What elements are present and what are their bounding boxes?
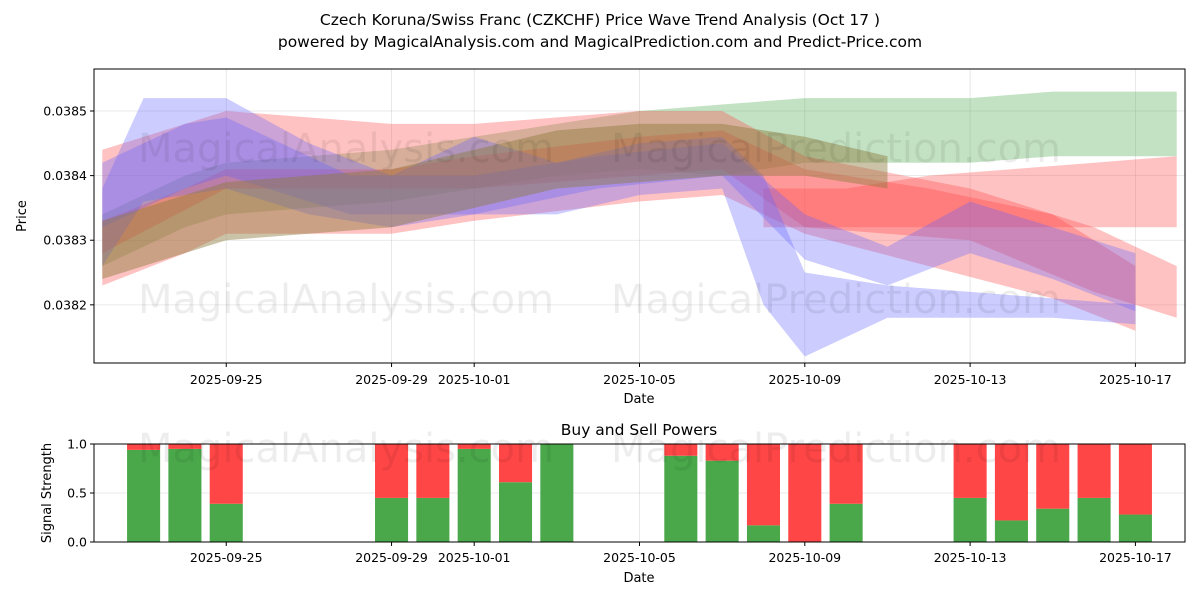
y-tick-label: 1.0 [67,437,87,452]
buy-bar [1077,497,1111,542]
y-tick-label: 0.0384 [43,168,87,183]
buy-bar [705,460,739,542]
watermark: MagicalAnalysis.com [138,426,554,472]
buy-bar [127,449,161,542]
signal-watermarks: MagicalAnalysis.com MagicalPrediction.co… [138,426,1061,472]
signal-x-axis: 2025-09-25 2025-09-29 2025-10-01 2025-10-05… [190,542,1172,565]
chart-subtitle: powered by MagicalAnalysis.com and Magic… [278,33,922,51]
chart-title: Czech Koruna/Swiss Franc (CZKCHF) Price … [320,11,880,29]
sell-bar [498,444,533,483]
signal-y-axis: 0.0 0.5 1.0 [67,437,94,550]
buy-bar [457,448,491,542]
price-chart: MagicalAnalysis.com MagicalPrediction.co… [15,68,1186,407]
signal-bars [127,444,1152,542]
buy-bar [416,497,450,542]
price-x-label: Date [623,392,654,407]
wave-band-red [763,156,1177,228]
wave-band-green [102,91,1177,267]
watermark: MagicalPrediction.com [611,426,1061,472]
buy-bar [829,503,863,542]
buy-bar [953,497,987,542]
wave-band-olive [102,123,888,280]
wave-band-red [102,111,1177,318]
buy-bar [746,525,781,542]
sell-bar [994,444,1028,521]
signal-chart: Buy and Sell Powers MagicalAnalysis.com … [40,421,1186,586]
sell-bar [127,444,161,450]
wave-bands [102,91,1177,357]
buy-bar [540,444,574,542]
watermark: MagicalAnalysis.com [138,277,554,323]
buy-bar [498,482,533,542]
price-grid [94,69,1185,363]
signal-title: Buy and Sell Powers [561,421,718,439]
x-tick-label: 2025-09-25 [190,550,263,565]
buy-bar [1118,514,1152,542]
sell-bar [168,444,202,449]
y-tick-label: 0.0385 [43,104,87,119]
sell-bar [416,444,450,498]
buy-bar [664,455,698,542]
sell-bar [788,444,822,542]
x-tick-label: 2025-10-09 [768,372,841,387]
buy-bar [375,497,409,542]
wave-band-blue [102,98,1136,357]
watermark: MagicalPrediction.com [611,277,1061,323]
x-tick-label: 2025-10-13 [934,372,1007,387]
sell-bar [746,444,781,526]
x-tick-label: 2025-09-29 [355,372,428,387]
wave-band-red [102,130,1136,331]
buy-bar [209,503,243,542]
sell-bar [375,444,409,498]
price-x-axis: 2025-09-25 2025-09-29 2025-10-01 2025-10-05… [190,363,1172,387]
buy-bar [168,448,202,542]
y-tick-label: 0.0 [67,535,87,550]
sell-bar [457,444,491,449]
watermark: MagicalPrediction.com [611,126,1061,172]
watermark: MagicalAnalysis.com [138,126,554,172]
sell-bar [829,444,863,504]
sell-bar [209,444,243,504]
sell-bar [953,444,987,498]
sell-bar [1036,444,1070,509]
buy-bar [994,520,1028,542]
wave-band-blue [102,117,1136,312]
x-tick-label: 2025-09-29 [355,550,428,565]
x-tick-label: 2025-10-01 [438,372,511,387]
buy-bar [1036,508,1070,542]
price-y-label: Price [15,200,30,232]
price-watermarks: MagicalAnalysis.com MagicalPrediction.co… [138,126,1061,323]
signal-x-label: Date [623,571,654,586]
x-tick-label: 2025-10-13 [934,550,1007,565]
x-tick-label: 2025-10-01 [438,550,511,565]
x-tick-label: 2025-09-25 [190,372,263,387]
x-tick-label: 2025-10-05 [603,372,676,387]
x-tick-label: 2025-10-09 [768,550,841,565]
y-tick-label: 0.0383 [43,233,87,248]
x-tick-label: 2025-10-17 [1099,372,1172,387]
y-tick-label: 0.0382 [43,297,87,312]
sell-bar [664,444,698,456]
sell-bar [705,444,739,461]
y-tick-label: 0.5 [67,486,87,501]
sell-bar [1077,444,1111,498]
price-y-axis: 0.0382 0.0383 0.0384 0.0385 [43,104,94,312]
x-tick-label: 2025-10-17 [1099,550,1172,565]
x-tick-label: 2025-10-05 [603,550,676,565]
sell-bar [1118,444,1152,515]
signal-y-label: Signal Strength [40,443,55,543]
